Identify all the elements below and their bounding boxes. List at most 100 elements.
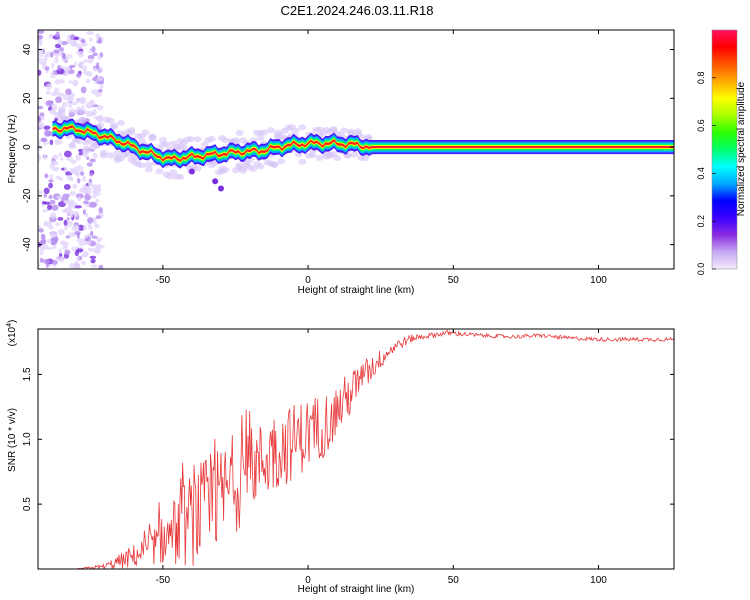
colorbar-label: Normalized spectral amplitude [736, 81, 747, 216]
noise-blob [92, 52, 98, 57]
noise-blob [74, 231, 81, 236]
noise-blob [96, 238, 101, 243]
noise-blob [86, 162, 93, 167]
ridge-halo [176, 173, 185, 180]
ridge-halo [106, 117, 115, 124]
noise-blob [44, 173, 49, 179]
noise-blob [82, 251, 89, 257]
noise-blob [89, 158, 96, 163]
noise-blob [88, 101, 96, 106]
noise-blob [38, 69, 42, 76]
noise-blob [52, 154, 59, 160]
y-tick-label: -20 [22, 188, 33, 203]
noise-blob [90, 195, 97, 199]
noise-blob [66, 54, 73, 59]
noise-blob [56, 195, 63, 200]
noise-blob [70, 177, 74, 182]
noise-blob [59, 252, 63, 258]
ridge-halo [96, 122, 105, 129]
noise-blob [89, 37, 93, 43]
x-tick-label: -50 [156, 575, 171, 586]
noise-blob [49, 139, 54, 146]
ridge-halo [99, 149, 108, 156]
noise-blob [85, 31, 94, 35]
y-tick-label: -40 [22, 237, 33, 252]
noise-blob [91, 46, 96, 53]
ridge-blob [188, 168, 195, 175]
ridge-halo [239, 167, 248, 174]
ridge-halo [68, 108, 77, 115]
ridge-halo [85, 110, 94, 117]
ridge-halo [193, 136, 202, 143]
ridge-halo [179, 144, 188, 151]
noise-blob [57, 64, 61, 71]
noise-blob [83, 224, 87, 231]
noise-blob [77, 224, 85, 231]
colorbar-tick-label: 0.0 [696, 263, 706, 276]
noise-blob [98, 66, 104, 73]
noise-blob [74, 205, 82, 209]
noise-blob [40, 116, 46, 121]
ridge-halo [169, 169, 178, 176]
chart-title: C2E1.2024.246.03.11.R18 [281, 3, 434, 18]
ridge-halo [259, 129, 268, 136]
noise-blob [64, 249, 71, 255]
noise-blob [45, 90, 51, 95]
ridge-halo [246, 156, 254, 163]
noise-blob [59, 79, 65, 84]
ridge-halo [350, 151, 359, 158]
colorbar: 0.0 0.2 0.4 0.6 0.8 Normalized spectral ampl… [696, 29, 747, 276]
x-tick-label: 0 [305, 275, 311, 286]
noise-blob [61, 40, 68, 46]
noise-blob [73, 81, 78, 86]
ridge-halo [144, 166, 153, 173]
noise-blob [44, 129, 51, 137]
noise-blob [68, 103, 72, 108]
x-tick-label: 100 [590, 275, 607, 286]
ridge-halo [141, 129, 150, 136]
noise-blob [69, 211, 74, 218]
noise-blob [46, 246, 53, 251]
ridge-halo [277, 158, 286, 165]
noise-blob [70, 101, 79, 106]
snr-scale-label: (x104) [6, 320, 18, 347]
noise-blob [45, 100, 53, 107]
noise-blob [96, 184, 102, 188]
spectrogram-frame [37, 29, 675, 270]
noise-blob [38, 105, 44, 110]
snr-y-axis: 0.5 1.0 1.5 [22, 367, 674, 511]
noise-blob [94, 92, 102, 98]
noise-blob [83, 240, 92, 246]
noise-blob [78, 151, 84, 156]
colorbar-ticks: 0.0 0.2 0.4 0.6 0.8 [696, 72, 716, 276]
noise-blob [91, 235, 98, 239]
noise-blob [55, 31, 60, 38]
noise-blob [67, 98, 71, 105]
x-tick-label: 50 [448, 575, 460, 586]
y-tick-label: 20 [22, 92, 33, 104]
noise-blob [38, 40, 44, 45]
y-tick-label: 0 [22, 144, 33, 150]
noise-blob [38, 155, 42, 162]
noise-blob [74, 61, 78, 66]
noise-blob [93, 67, 98, 72]
noise-blob [77, 196, 82, 202]
noise-blob [83, 235, 89, 239]
ridge-halo [148, 134, 157, 141]
noise-blob [87, 217, 94, 224]
ridge-halo [329, 126, 338, 133]
noise-blob [85, 213, 89, 218]
ridge-halo [117, 119, 126, 126]
noise-blob [98, 207, 103, 214]
ridge-halo [71, 137, 80, 144]
noise-blob [46, 140, 51, 145]
noise-blob [75, 154, 81, 161]
noise-blob [50, 160, 59, 166]
noise-blob [75, 98, 82, 103]
ridge-halo [232, 137, 241, 144]
spectrogram-x-axis: -50 0 50 100 [156, 30, 607, 286]
noise-blob [80, 260, 87, 265]
noise-blob [71, 224, 80, 232]
noise-blob [38, 262, 41, 267]
noise-blob [80, 86, 87, 94]
